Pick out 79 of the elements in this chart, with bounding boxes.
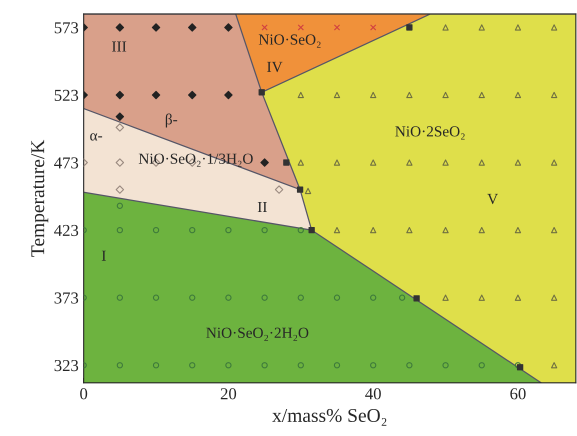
- point: [478, 226, 485, 234]
- point: [370, 226, 376, 234]
- annotation: I: [102, 250, 106, 261]
- point: [514, 159, 522, 166]
- x-tick-label: 40: [365, 388, 381, 400]
- point: [224, 90, 233, 100]
- point: [296, 186, 304, 193]
- point: [406, 159, 413, 166]
- annotation: IV: [267, 62, 283, 72]
- point: [442, 226, 449, 234]
- point: [413, 295, 420, 302]
- y-axis-title: Temperature/K: [31, 140, 48, 257]
- x-tick-label: 60: [510, 388, 526, 400]
- point: [406, 24, 413, 31]
- point: [334, 92, 340, 98]
- point: [478, 159, 485, 166]
- point: [304, 188, 312, 194]
- y-tick-label: 523: [54, 90, 78, 101]
- annotation: II: [258, 202, 267, 212]
- point: [298, 92, 304, 98]
- point: [116, 90, 124, 100]
- point: [370, 24, 376, 31]
- point: [370, 92, 376, 98]
- y-tick-label: 373: [54, 292, 78, 304]
- point: [116, 123, 124, 132]
- annotation: α-: [90, 133, 102, 141]
- point: [258, 89, 265, 96]
- annotation: NiO·2SeO₂: [395, 126, 465, 140]
- point: [152, 23, 160, 32]
- point: [550, 226, 558, 234]
- point: [298, 159, 304, 166]
- point: [406, 226, 413, 234]
- y-tick-label: 473: [54, 157, 78, 169]
- point: [370, 159, 376, 166]
- point: [260, 158, 269, 167]
- point: [274, 185, 284, 194]
- point: [514, 226, 522, 234]
- annotation: III: [112, 42, 126, 52]
- point: [224, 23, 233, 32]
- point: [442, 24, 449, 31]
- point: [550, 159, 558, 166]
- point: [188, 90, 196, 100]
- point: [550, 362, 558, 368]
- point: [152, 90, 160, 100]
- point: [514, 92, 522, 98]
- point: [116, 185, 124, 194]
- point: [442, 159, 449, 166]
- point: [550, 92, 558, 98]
- x-tick-label: 0: [80, 388, 88, 400]
- annotation: β-: [166, 114, 178, 128]
- y-tick-label: 323: [54, 360, 78, 372]
- point: [514, 24, 522, 31]
- annotation: NiO·SeO₂: [258, 34, 321, 48]
- point: [188, 23, 196, 32]
- point: [298, 24, 304, 31]
- point: [334, 24, 340, 31]
- point: [406, 92, 413, 98]
- annotation: V: [487, 194, 498, 204]
- point: [514, 294, 522, 301]
- point: [334, 226, 340, 234]
- annotation: NiO·SeO₂·2H₂O: [206, 328, 308, 341]
- point: [478, 24, 485, 31]
- x-tick-label: 20: [220, 388, 236, 400]
- point: [308, 226, 315, 234]
- point: [478, 92, 485, 98]
- point: [116, 112, 124, 121]
- point: [550, 24, 558, 31]
- point: [442, 92, 449, 98]
- point: [261, 24, 268, 31]
- point: [334, 159, 340, 166]
- point: [478, 294, 485, 301]
- point: [116, 23, 124, 32]
- point: [116, 158, 124, 167]
- y-tick-label: 423: [54, 224, 78, 236]
- point: [550, 294, 558, 301]
- x-axis-title: x/mass% SeO₂: [272, 408, 386, 426]
- point: [442, 294, 449, 301]
- point: [283, 159, 290, 166]
- y-tick-label: 573: [54, 22, 78, 34]
